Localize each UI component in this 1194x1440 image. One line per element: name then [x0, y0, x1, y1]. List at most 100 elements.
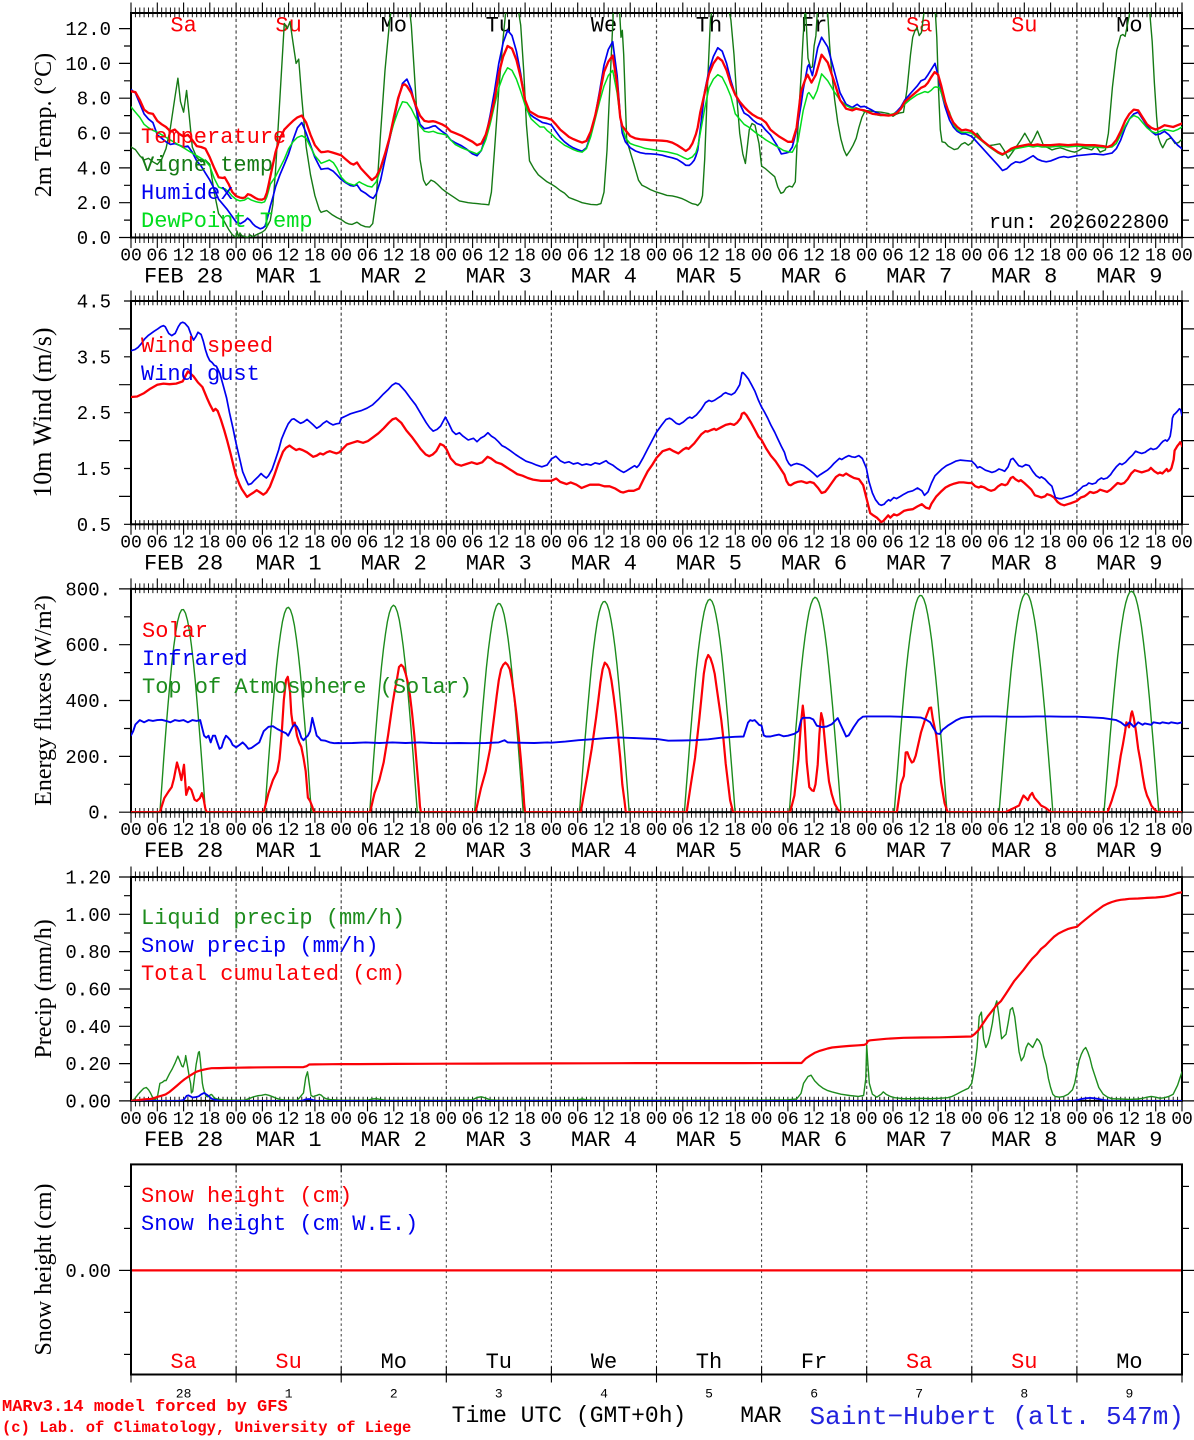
svg-text:00: 00 [1066, 247, 1088, 267]
svg-text:MAR 9: MAR 9 [1096, 839, 1162, 864]
svg-text:06: 06 [1092, 533, 1114, 553]
svg-text:18: 18 [1145, 247, 1167, 267]
svg-text:Vigne temp: Vigne temp [141, 153, 273, 178]
svg-text:Wind gust: Wind gust [141, 362, 260, 387]
svg-text:0.80: 0.80 [65, 942, 111, 964]
svg-text:18: 18 [1040, 821, 1062, 841]
svg-text:18: 18 [619, 533, 641, 553]
svg-text:Precip (mm/h): Precip (mm/h) [31, 919, 57, 1058]
svg-text:00: 00 [856, 1110, 878, 1130]
svg-text:Su: Su [1011, 14, 1037, 39]
svg-text:18: 18 [830, 1110, 852, 1130]
svg-text:MAR 8: MAR 8 [991, 839, 1057, 864]
svg-text:18: 18 [619, 247, 641, 267]
svg-text:18: 18 [1145, 533, 1167, 553]
svg-text:06: 06 [1092, 247, 1114, 267]
svg-text:06: 06 [252, 247, 274, 267]
svg-text:run: 2026022800: run: 2026022800 [989, 212, 1169, 235]
svg-text:MAR 5: MAR 5 [676, 265, 742, 290]
svg-text:Mo: Mo [381, 14, 407, 39]
svg-text:00: 00 [435, 247, 457, 267]
svg-text:00: 00 [751, 821, 773, 841]
svg-text:12: 12 [383, 1110, 405, 1130]
svg-text:MAR 3: MAR 3 [466, 839, 532, 864]
svg-text:18: 18 [514, 1110, 536, 1130]
svg-text:18: 18 [304, 533, 326, 553]
svg-text:MAR 9: MAR 9 [1096, 1128, 1162, 1153]
svg-text:00: 00 [1066, 821, 1088, 841]
svg-text:06: 06 [987, 1110, 1009, 1130]
svg-text:1.5: 1.5 [77, 459, 111, 481]
svg-text:00: 00 [751, 247, 773, 267]
svg-text:MAR 8: MAR 8 [991, 1128, 1057, 1153]
svg-text:00: 00 [646, 533, 668, 553]
svg-text:0.00: 0.00 [65, 1091, 111, 1113]
svg-text:06: 06 [567, 247, 589, 267]
svg-text:06: 06 [987, 533, 1009, 553]
svg-text:MAR 7: MAR 7 [886, 839, 952, 864]
svg-text:1.20: 1.20 [65, 868, 111, 890]
svg-text:MAR 3: MAR 3 [466, 265, 532, 290]
svg-text:06: 06 [882, 533, 904, 553]
svg-text:00: 00 [1066, 533, 1088, 553]
svg-text:06: 06 [462, 1110, 484, 1130]
svg-text:12: 12 [278, 533, 300, 553]
svg-text:MAR 8: MAR 8 [991, 551, 1057, 576]
svg-text:00: 00 [330, 533, 352, 553]
svg-text:12: 12 [173, 533, 195, 553]
svg-text:00: 00 [435, 1110, 457, 1130]
svg-text:Time UTC (GMT+0h): Time UTC (GMT+0h) [452, 1403, 687, 1429]
svg-text:00: 00 [225, 533, 247, 553]
svg-text:00: 00 [541, 1110, 563, 1130]
svg-text:12: 12 [488, 533, 510, 553]
svg-text:Solar: Solar [142, 619, 208, 644]
svg-text:00: 00 [961, 1110, 983, 1130]
svg-text:We: We [591, 1350, 617, 1375]
svg-text:18: 18 [409, 247, 431, 267]
svg-text:00: 00 [1066, 1110, 1088, 1130]
svg-text:00: 00 [646, 821, 668, 841]
svg-text:FEB 28: FEB 28 [144, 551, 223, 576]
svg-text:06: 06 [1092, 1110, 1114, 1130]
svg-text:Tu: Tu [486, 14, 512, 39]
svg-text:00: 00 [856, 247, 878, 267]
svg-text:Infrared: Infrared [142, 647, 248, 672]
svg-text:Th: Th [696, 14, 722, 39]
svg-text:Tu: Tu [486, 1350, 512, 1375]
svg-text:00: 00 [1171, 247, 1193, 267]
svg-text:18: 18 [935, 247, 957, 267]
svg-text:0.: 0. [88, 803, 111, 825]
svg-text:MAR 7: MAR 7 [886, 265, 952, 290]
svg-text:00: 00 [120, 247, 142, 267]
svg-text:12: 12 [698, 533, 720, 553]
svg-text:18: 18 [199, 821, 221, 841]
svg-text:06: 06 [882, 821, 904, 841]
svg-text:00: 00 [225, 247, 247, 267]
svg-text:12: 12 [803, 247, 825, 267]
svg-text:Mo: Mo [1116, 1350, 1142, 1375]
svg-text:MAR 7: MAR 7 [886, 551, 952, 576]
svg-text:2: 2 [390, 1387, 398, 1402]
svg-text:MAR 4: MAR 4 [571, 839, 637, 864]
svg-text:Th: Th [696, 1350, 722, 1375]
svg-text:12: 12 [173, 1110, 195, 1130]
svg-text:12: 12 [278, 821, 300, 841]
svg-text:00: 00 [751, 533, 773, 553]
svg-text:06: 06 [567, 533, 589, 553]
svg-text:06: 06 [462, 533, 484, 553]
svg-text:600.: 600. [65, 635, 111, 657]
svg-text:12: 12 [593, 1110, 615, 1130]
svg-text:12: 12 [383, 247, 405, 267]
svg-text:MARv3.14 model forced by GFS: MARv3.14 model forced by GFS [2, 1398, 288, 1417]
svg-text:18: 18 [304, 1110, 326, 1130]
svg-text:18: 18 [935, 533, 957, 553]
svg-text:Sa: Sa [170, 14, 196, 39]
svg-text:3.5: 3.5 [77, 347, 111, 369]
svg-text:MAR 1: MAR 1 [256, 1128, 322, 1153]
svg-text:MAR 6: MAR 6 [781, 839, 847, 864]
svg-text:00: 00 [120, 1110, 142, 1130]
svg-text:06: 06 [146, 1110, 168, 1130]
svg-text:18: 18 [1040, 1110, 1062, 1130]
svg-text:00: 00 [120, 533, 142, 553]
svg-text:18: 18 [304, 247, 326, 267]
